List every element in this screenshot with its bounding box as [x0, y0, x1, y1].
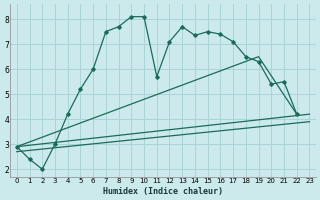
- X-axis label: Humidex (Indice chaleur): Humidex (Indice chaleur): [103, 187, 223, 196]
